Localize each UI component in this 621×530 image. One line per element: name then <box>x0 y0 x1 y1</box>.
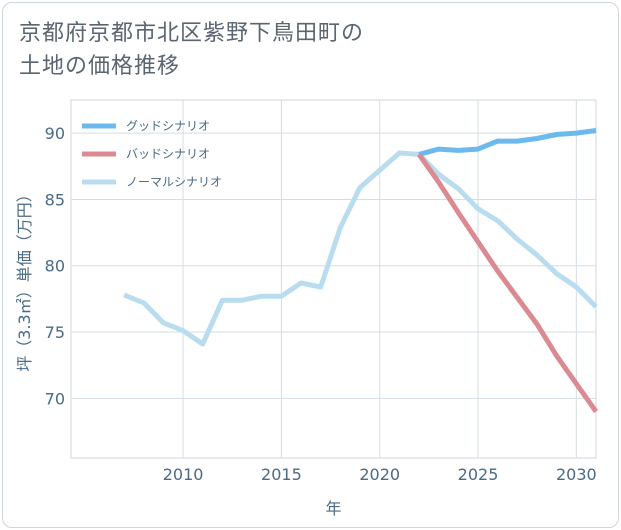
title-line-1: 京都府京都市北区紫野下鳥田町の <box>19 21 365 46</box>
legend-label-0: グッドシナリオ <box>126 119 210 133</box>
legend-label-1: バッドシナリオ <box>126 147 210 161</box>
x-tick-label-2025: 2025 <box>458 465 499 484</box>
series-line-1 <box>416 152 599 414</box>
x-tick-label-2030: 2030 <box>556 465 597 484</box>
series-line-0 <box>418 128 597 157</box>
x-tick-label-2015: 2015 <box>261 465 302 484</box>
title-line-2: 土地の価格推移 <box>19 54 181 79</box>
y-tick-label-70: 70 <box>45 389 65 408</box>
plot-area-frame <box>70 99 597 459</box>
y-tick-label-75: 75 <box>45 323 65 342</box>
y-tick-label-85: 85 <box>45 190 65 209</box>
page-title: 京都府京都市北区紫野下鳥田町の 土地の価格推移 <box>19 17 439 83</box>
x-tick-label-2020: 2020 <box>359 465 400 484</box>
legend-label-2: ノーマルシナリオ <box>126 175 222 189</box>
y-axis-label: 坪（3.3㎡）単価（万円） <box>15 186 34 371</box>
y-tick-label-80: 80 <box>45 257 65 276</box>
x-axis-label: 年 <box>325 499 341 518</box>
series-line-2 <box>123 150 598 347</box>
x-tick-label-2010: 2010 <box>163 465 204 484</box>
y-tick-label-90: 90 <box>45 124 65 143</box>
